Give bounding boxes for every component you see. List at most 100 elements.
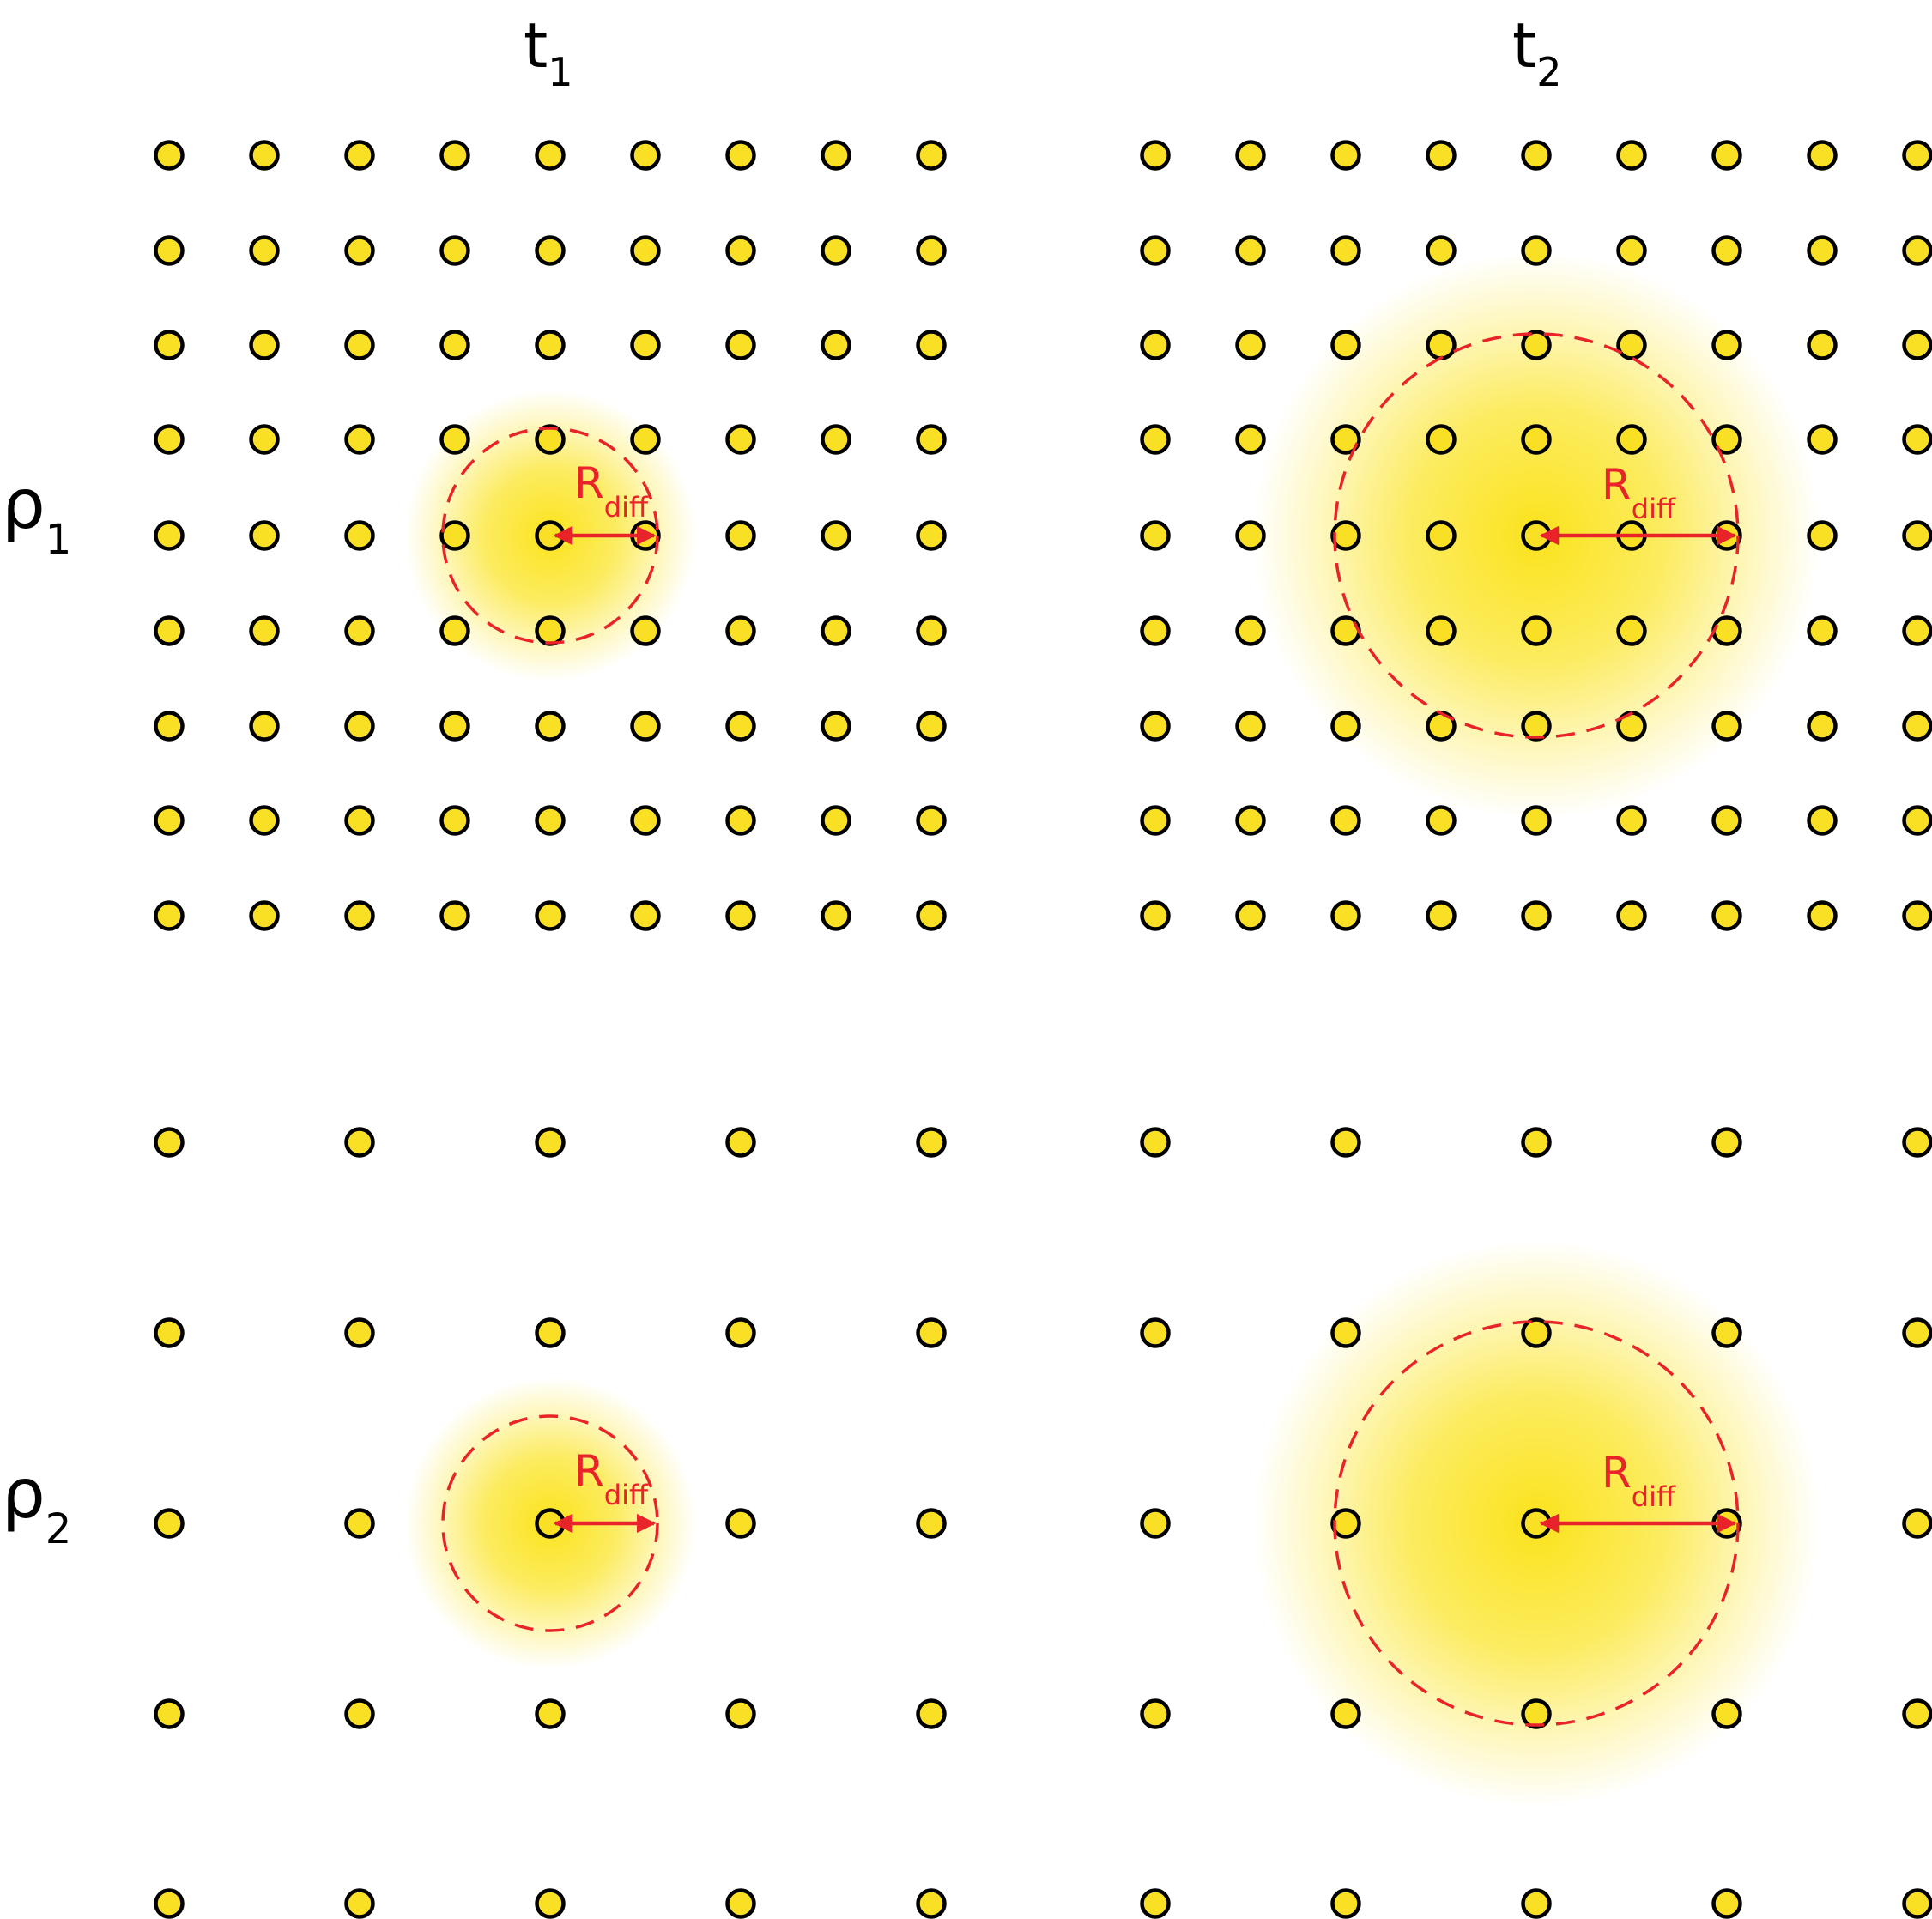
dense-t1-point <box>535 330 566 360</box>
dense-t1-point <box>916 330 947 360</box>
sparse-t1-point <box>344 1317 375 1348</box>
dense-t1-point <box>725 330 756 360</box>
row-label-rho1: ρ1 <box>2 464 71 564</box>
dense-t2-point <box>1235 140 1266 171</box>
dense-t2-point <box>1616 615 1647 646</box>
dense-t2-point <box>1807 711 1838 742</box>
dense-t2-point <box>1711 330 1742 360</box>
dense-t2-point <box>1521 330 1552 360</box>
dense-t1-point <box>630 424 661 455</box>
dense-t2-point <box>1140 424 1171 455</box>
dense-t1-point <box>344 615 375 646</box>
dense-t2-point <box>1521 805 1552 836</box>
sparse-t2-point <box>1902 1317 1932 1348</box>
dense-t2-point <box>1521 900 1552 931</box>
sparse-t2-point <box>1711 1127 1742 1158</box>
dense-t1-point <box>344 140 375 171</box>
dense-t1-point <box>630 330 661 360</box>
dense-t2-point <box>1902 424 1932 455</box>
dense-t1-point <box>630 711 661 742</box>
dense-t2-point <box>1235 615 1266 646</box>
dense-t1-point <box>249 805 280 836</box>
dense-t1-point <box>725 711 756 742</box>
dense-t1-point <box>154 520 185 551</box>
column-label-t2: t2 <box>1512 9 1562 95</box>
sparse-t1-point <box>344 1698 375 1729</box>
dense-t2-point <box>1902 615 1932 646</box>
dense-t2-point <box>1426 615 1457 646</box>
dense-t1-point <box>916 235 947 266</box>
sparse-t1-point <box>535 1888 566 1919</box>
dense-t1-point <box>154 424 185 455</box>
dense-t2-point <box>1140 520 1171 551</box>
dense-t2-point <box>1140 615 1171 646</box>
sparse-t2-point <box>1711 1888 1742 1919</box>
dense-t2-point <box>1235 711 1266 742</box>
panel-rho1-t1-radius-circle <box>441 427 659 645</box>
dense-t1-point <box>916 805 947 836</box>
dense-t1-point <box>439 424 470 455</box>
dense-t2-point <box>1330 330 1361 360</box>
dense-t2-point <box>1235 235 1266 266</box>
sparse-t2-point <box>1711 1317 1742 1348</box>
dense-t2-point <box>1616 330 1647 360</box>
dense-t1-point <box>630 805 661 836</box>
dense-t1-point <box>439 711 470 742</box>
dense-t1-point <box>725 900 756 931</box>
dense-t2-point <box>1711 140 1742 171</box>
dense-t2-point <box>1235 900 1266 931</box>
dense-t2-point <box>1330 711 1361 742</box>
sparse-t2-point <box>1330 1127 1361 1158</box>
dense-t2-point <box>1711 615 1742 646</box>
dense-t1-point <box>344 900 375 931</box>
dense-t1-point <box>154 235 185 266</box>
dense-t2-point <box>1140 711 1171 742</box>
dense-t1-point <box>344 805 375 836</box>
dense-t1-point <box>725 140 756 171</box>
dense-t1-point <box>916 711 947 742</box>
dense-t1-point <box>439 520 470 551</box>
sparse-t2-point <box>1521 1317 1552 1348</box>
dense-t1-point <box>154 805 185 836</box>
dense-t1-point <box>630 140 661 171</box>
sparse-t1-point <box>344 1127 375 1158</box>
sparse-t2-point <box>1521 1888 1552 1919</box>
dense-t2-point <box>1521 140 1552 171</box>
sparse-t2-point <box>1902 1888 1932 1919</box>
dense-t2-point <box>1807 424 1838 455</box>
dense-t1-point <box>249 615 280 646</box>
dense-t1-point <box>821 520 851 551</box>
dense-t2-point <box>1330 140 1361 171</box>
dense-t1-point <box>154 711 185 742</box>
dense-t1-point <box>535 805 566 836</box>
dense-t2-point <box>1807 330 1838 360</box>
sparse-t1-point <box>535 1317 566 1348</box>
lattice-points <box>154 140 1932 1919</box>
dense-t1-point <box>725 615 756 646</box>
dense-t2-point <box>1140 805 1171 836</box>
sparse-t2-point <box>1140 1508 1171 1539</box>
dense-t2-point <box>1521 711 1552 742</box>
dense-t2-point <box>1521 424 1552 455</box>
dense-t2-point <box>1235 424 1266 455</box>
dense-t1-point <box>344 330 375 360</box>
dense-t1-point <box>154 330 185 360</box>
dense-t2-point <box>1807 140 1838 171</box>
dense-t1-point <box>249 520 280 551</box>
dense-t1-point <box>630 615 661 646</box>
dense-t1-point <box>154 900 185 931</box>
dense-t2-point <box>1235 805 1266 836</box>
dense-t1-point <box>916 140 947 171</box>
dense-t1-point <box>916 520 947 551</box>
dense-t2-point <box>1902 900 1932 931</box>
dense-t1-point <box>535 235 566 266</box>
panel-rho1-t2-radius-label: Rdiff <box>1602 460 1676 525</box>
dense-t2-point <box>1711 711 1742 742</box>
sparse-t1-point <box>725 1508 756 1539</box>
dense-t1-point <box>439 140 470 171</box>
dense-t2-point <box>1807 235 1838 266</box>
dense-t2-point <box>1807 900 1838 931</box>
dense-t2-point <box>1711 424 1742 455</box>
dense-t2-point <box>1616 424 1647 455</box>
dense-t2-point <box>1902 520 1932 551</box>
